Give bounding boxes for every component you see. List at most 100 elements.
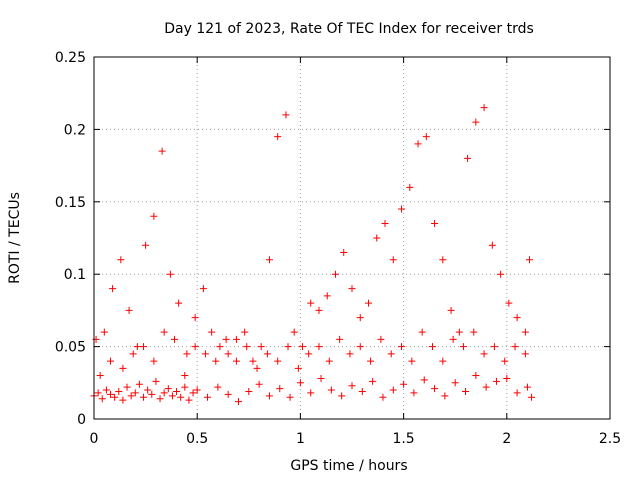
data-point xyxy=(400,380,408,388)
data-point xyxy=(181,372,189,380)
data-point xyxy=(241,328,249,336)
data-point xyxy=(488,241,496,249)
y-axis-ticks: 0 0.05 0.1 0.15 0.2 0.25 xyxy=(55,50,610,428)
data-point xyxy=(243,343,251,351)
data-point xyxy=(224,390,232,398)
data-point xyxy=(274,133,282,141)
data-point xyxy=(389,256,397,264)
x-tick-label: 1.5 xyxy=(392,431,414,447)
data-point xyxy=(253,364,261,372)
data-point xyxy=(156,395,164,403)
data-point xyxy=(367,357,375,365)
data-point xyxy=(526,256,534,264)
data-point xyxy=(111,393,119,401)
data-point xyxy=(439,256,447,264)
data-point xyxy=(117,256,125,264)
data-point xyxy=(323,292,331,300)
data-point xyxy=(298,343,306,351)
data-point xyxy=(249,357,257,365)
data-point xyxy=(158,147,166,155)
data-point xyxy=(191,314,199,322)
data-point xyxy=(170,335,178,343)
data-point xyxy=(441,392,449,400)
data-point xyxy=(234,398,242,406)
data-point xyxy=(222,335,230,343)
data-point xyxy=(439,357,447,365)
data-point xyxy=(325,357,333,365)
data-point xyxy=(125,306,133,314)
data-point xyxy=(379,393,387,401)
data-point xyxy=(513,389,521,397)
data-point xyxy=(232,335,240,343)
data-point xyxy=(523,383,531,391)
data-point xyxy=(338,392,346,400)
data-point xyxy=(497,270,505,278)
data-point xyxy=(94,389,102,397)
data-point xyxy=(294,364,302,372)
data-point xyxy=(331,270,339,278)
data-point xyxy=(315,306,323,314)
data-point xyxy=(482,383,490,391)
data-point xyxy=(216,343,224,351)
data-point xyxy=(327,386,335,394)
x-tick-label: 2.5 xyxy=(599,431,621,447)
data-point xyxy=(346,350,354,358)
data-point xyxy=(265,256,273,264)
plot-frame xyxy=(93,56,611,420)
y-tick-label: 0.15 xyxy=(55,195,86,211)
data-point xyxy=(119,396,127,404)
data-point xyxy=(420,376,428,384)
data-point xyxy=(131,389,139,397)
data-point xyxy=(307,299,315,307)
x-tick-label: 0 xyxy=(90,431,99,447)
y-tick-label: 0.1 xyxy=(64,267,86,283)
data-point xyxy=(480,104,488,112)
data-point xyxy=(276,385,284,393)
data-point xyxy=(414,140,422,148)
data-point xyxy=(317,374,325,382)
data-point xyxy=(144,386,152,394)
data-point xyxy=(428,343,436,351)
data-point xyxy=(133,343,141,351)
data-point xyxy=(107,390,115,398)
data-point xyxy=(315,343,323,351)
data-point xyxy=(148,390,156,398)
chart-title: Day 121 of 2023, Rate Of TEC Index for r… xyxy=(164,21,534,37)
data-point xyxy=(150,357,158,365)
data-point xyxy=(129,350,137,358)
data-point xyxy=(232,357,240,365)
data-point xyxy=(373,234,381,242)
data-point xyxy=(472,118,480,126)
data-point xyxy=(462,387,470,395)
y-axis-label: ROTI / TECUs xyxy=(7,192,23,284)
data-points xyxy=(90,104,536,406)
data-point xyxy=(389,386,397,394)
y-tick-label: 0.25 xyxy=(55,50,86,66)
data-point xyxy=(398,205,406,213)
data-point xyxy=(177,393,185,401)
data-point xyxy=(160,389,168,397)
data-point xyxy=(365,299,373,307)
data-point xyxy=(431,385,439,393)
data-point xyxy=(173,387,181,395)
data-point xyxy=(369,377,377,385)
data-point xyxy=(336,335,344,343)
data-point xyxy=(528,393,536,401)
data-point xyxy=(107,357,115,365)
x-axis-ticks: 0 0.5 1 1.5 2 2.5 xyxy=(90,57,621,447)
data-point xyxy=(193,386,201,394)
y-tick-label: 0 xyxy=(77,412,86,428)
data-point xyxy=(152,377,160,385)
data-point xyxy=(348,285,356,293)
data-point xyxy=(115,387,123,395)
data-point xyxy=(356,343,364,351)
x-tick-label: 0.5 xyxy=(186,431,208,447)
data-point xyxy=(464,154,472,162)
data-point xyxy=(96,372,104,380)
grid xyxy=(94,57,610,419)
data-point xyxy=(521,328,529,336)
data-point xyxy=(208,328,216,336)
data-point xyxy=(447,306,455,314)
data-point xyxy=(408,357,416,365)
